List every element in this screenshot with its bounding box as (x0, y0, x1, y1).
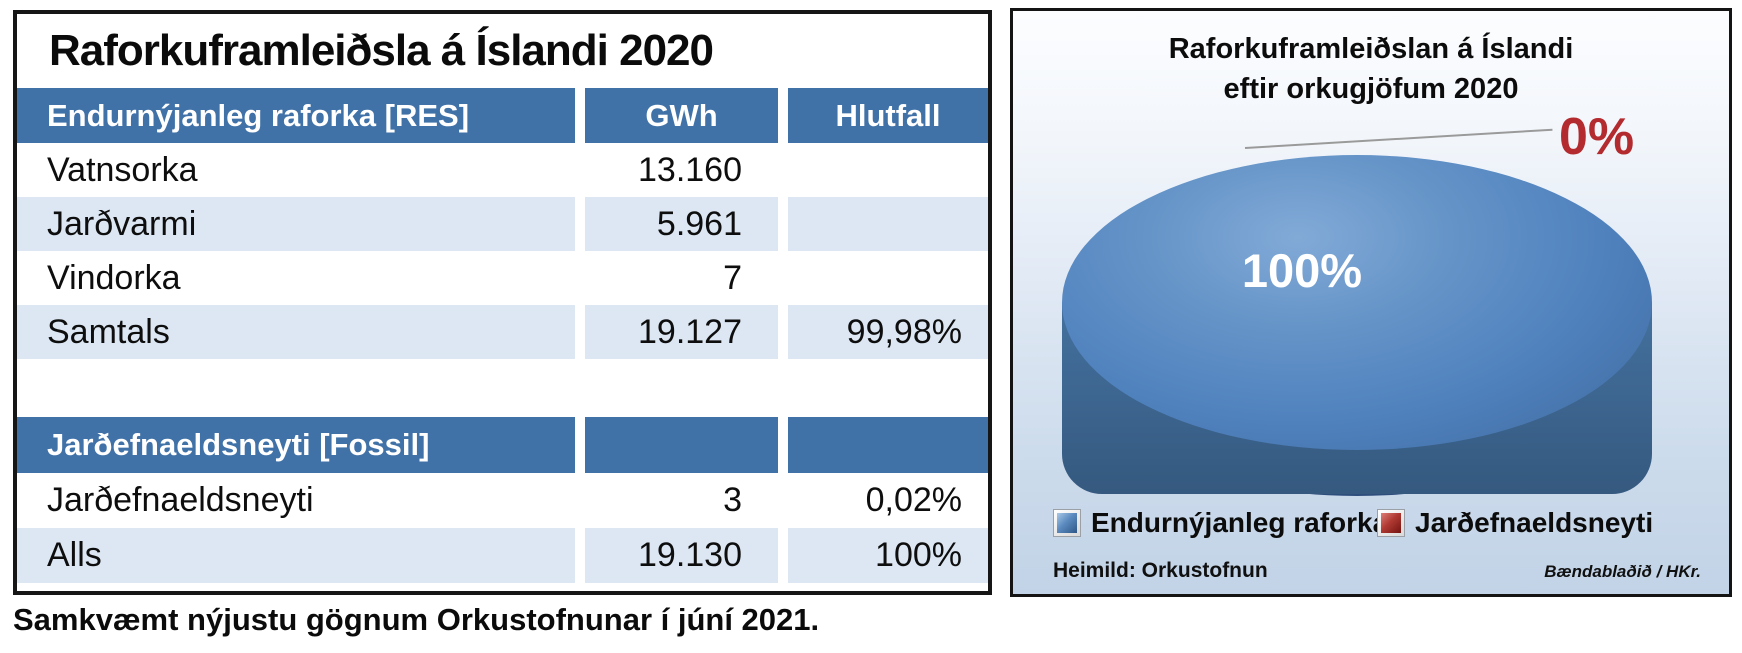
column-header-fossil: Jarðefnaeldsneyti [Fossil] (17, 417, 575, 473)
column-header-res: Endurnýjanleg raforka [RES] (17, 88, 575, 143)
row-label: Jarðvarmi (17, 197, 575, 251)
row-label: Jarðefnaeldsneyti (17, 473, 575, 528)
table-row: Vatnsorka 13.160 (17, 143, 988, 197)
row-gwh-value: 19.127 (585, 305, 778, 359)
table-title: Raforkuframleiðsla á Íslandi 2020 (49, 26, 714, 75)
row-gwh-value: 7 (585, 251, 778, 305)
chart-title-line1: Raforkuframleiðslan á Íslandi (1168, 33, 1574, 65)
column-header-hlutfall: Hlutfall (788, 88, 988, 143)
pie-chart: 100% (1062, 155, 1652, 496)
column-header-gwh: GWh (585, 88, 778, 143)
pie-main-slice-label: 100% (1241, 244, 1363, 297)
column-header-empty (585, 417, 778, 473)
table-row: Jarðefnaeldsneyti 3 0,02% (17, 473, 988, 528)
row-gwh-value: 13.160 (585, 143, 778, 197)
row-label: Alls (17, 528, 575, 583)
row-share-value (788, 251, 988, 305)
table-fossil-header-row: Jarðefnaeldsneyti [Fossil] (17, 417, 988, 473)
pie-small-slice-label: 0% (1559, 108, 1635, 166)
legend-item-fossil: Jarðefnaeldsneyti (1377, 507, 1653, 539)
row-share-value (788, 143, 988, 197)
table-row-totals-all: Alls 19.130 100% (17, 528, 988, 583)
row-gwh-value: 19.130 (585, 528, 778, 583)
legend-item-res: Endurnýjanleg raforka (1053, 507, 1388, 539)
table-header-row: Endurnýjanleg raforka [RES] GWh Hlutfall (17, 88, 988, 143)
row-label: Samtals (17, 305, 575, 359)
row-gwh-value: 3 (585, 473, 778, 528)
chart-title: Raforkuframleiðslan á Íslandi eftir orku… (1013, 29, 1729, 109)
row-share-value: 99,98% (788, 305, 988, 359)
pie-top-face (1062, 155, 1652, 450)
table: Endurnýjanleg raforka [RES] GWh Hlutfall… (17, 88, 988, 583)
chart-credit: Bændablaðið / HKr. (1544, 562, 1701, 581)
legend-marker-blue-icon (1053, 509, 1081, 537)
legend-label: Endurnýjanleg raforka (1091, 507, 1389, 538)
table-row-totals-res: Samtals 19.127 99,98% (17, 305, 988, 359)
row-gwh-value: 5.961 (585, 197, 778, 251)
legend-label: Jarðefnaeldsneyti (1415, 507, 1654, 538)
chart-title-line2: eftir orkugjöfum 2020 (1223, 73, 1519, 106)
column-header-empty (788, 417, 988, 473)
legend-marker-red-icon (1377, 509, 1405, 537)
row-label: Vatnsorka (17, 143, 575, 197)
pie-chart-panel: Raforkuframleiðslan á Íslandi eftir orku… (1010, 8, 1732, 597)
table-footnote: Samkvæmt nýjustu gögnum Orkustofnunar í … (13, 602, 820, 637)
chart-legend: Endurnýjanleg raforka Jarðefnaeldsneyti (1013, 507, 1729, 551)
table-row: Vindorka 7 (17, 251, 988, 305)
table-panel: Raforkuframleiðsla á Íslandi 2020 Endurn… (13, 10, 992, 595)
row-share-value: 100% (788, 528, 988, 583)
pie-leader-line (1244, 128, 1553, 149)
row-share-value: 0,02% (788, 473, 988, 528)
table-row: Jarðvarmi 5.961 (17, 197, 988, 251)
row-share-value (788, 197, 988, 251)
row-label: Vindorka (17, 251, 575, 305)
chart-source: Heimild: Orkustofnun (1053, 559, 1268, 582)
table-spacer-row (17, 359, 988, 417)
